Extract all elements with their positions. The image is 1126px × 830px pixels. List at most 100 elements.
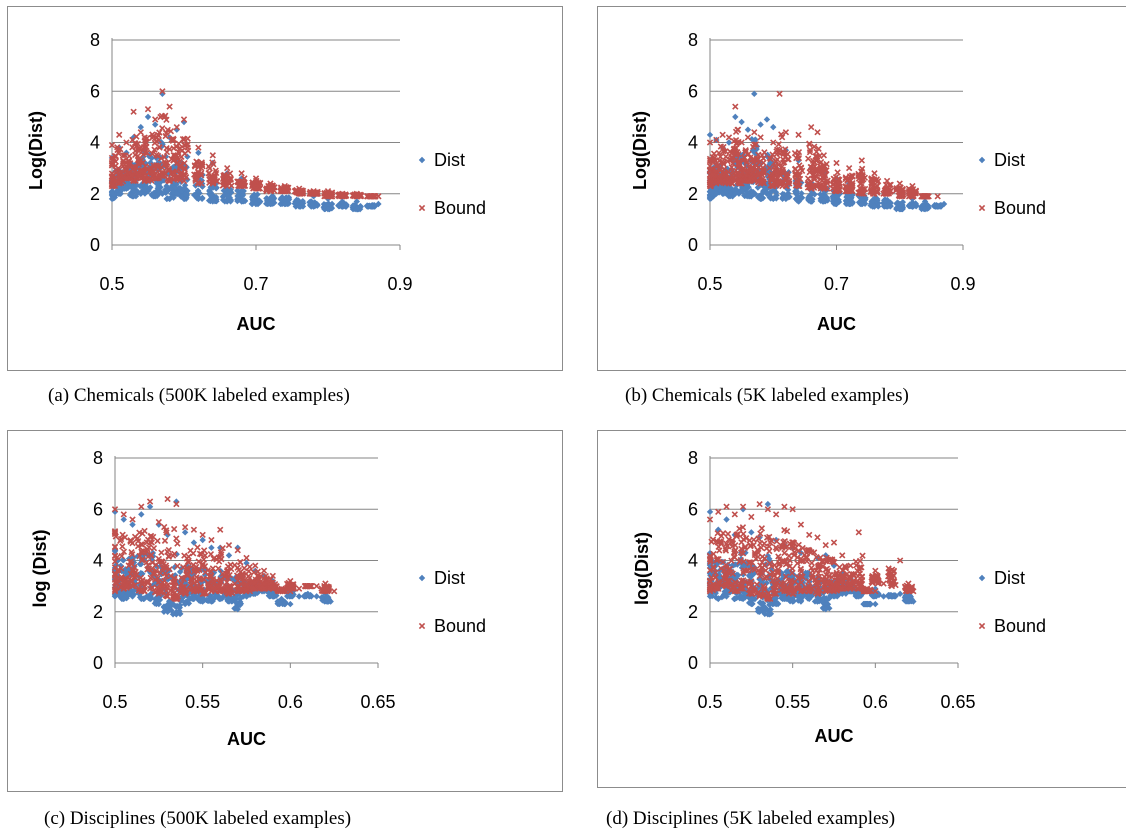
dist-point xyxy=(296,593,302,599)
bound-point xyxy=(130,517,135,522)
bound-point xyxy=(165,496,170,501)
legend-dist-marker xyxy=(419,157,425,163)
bound-point xyxy=(796,132,801,137)
bound-point xyxy=(151,546,156,551)
dist-point xyxy=(138,511,144,517)
bound-point xyxy=(209,537,214,542)
bound-point xyxy=(170,553,175,558)
bound-point xyxy=(835,170,840,175)
bound-point xyxy=(872,171,877,176)
bound-point xyxy=(376,194,381,199)
bound-point xyxy=(175,541,180,546)
legend-dist-label: Dist xyxy=(994,150,1025,170)
bound-point xyxy=(745,135,750,140)
bound-point xyxy=(120,544,125,549)
bound-point xyxy=(733,104,738,109)
bound-point xyxy=(232,563,237,568)
bound-point xyxy=(244,555,249,560)
dist-point xyxy=(738,119,744,125)
bound-point xyxy=(242,566,247,571)
bound-point xyxy=(147,499,152,504)
y-tick-label: 8 xyxy=(688,448,698,468)
bound-point xyxy=(183,525,188,530)
y-axis-title: Log(Dist) xyxy=(26,111,46,190)
x-axis-title: AUC xyxy=(237,314,276,334)
y-tick-label: 6 xyxy=(688,499,698,519)
dist-point xyxy=(764,116,770,122)
bound-point xyxy=(167,104,172,109)
bound-point xyxy=(172,526,177,531)
y-tick-label: 6 xyxy=(90,81,100,101)
y-tick-label: 0 xyxy=(688,653,698,673)
dist-point xyxy=(872,601,878,607)
bound-point xyxy=(162,538,167,543)
y-axis-title: log (Dist) xyxy=(30,530,50,608)
dist-point xyxy=(208,544,214,550)
y-tick-label: 6 xyxy=(688,81,698,101)
bound-point xyxy=(762,541,767,546)
y-tick-label: 0 xyxy=(688,235,698,255)
dist-point xyxy=(707,132,713,138)
bound-point xyxy=(138,130,143,135)
y-tick-label: 8 xyxy=(90,30,100,50)
bound-point xyxy=(297,586,302,591)
x-tick-label: 0.9 xyxy=(950,274,975,294)
bound-point xyxy=(782,550,787,555)
x-axis-title: AUC xyxy=(817,314,856,334)
bound-point xyxy=(935,194,940,199)
legend-bound-label: Bound xyxy=(994,198,1046,218)
bound-point xyxy=(332,589,337,594)
dist-point xyxy=(723,516,729,522)
bound-point xyxy=(716,544,721,549)
dist-point xyxy=(191,539,197,545)
dist-point xyxy=(770,124,776,130)
bound-point xyxy=(142,528,147,533)
dist-point xyxy=(748,529,754,535)
y-tick-label: 2 xyxy=(93,602,103,622)
legend-dist-marker xyxy=(419,575,425,581)
bound-point xyxy=(117,132,122,137)
bound-point xyxy=(218,527,223,532)
dist-point xyxy=(287,601,293,607)
bound-point xyxy=(834,160,839,165)
bound-point xyxy=(314,584,319,589)
y-tick-label: 4 xyxy=(688,133,698,153)
bound-point xyxy=(225,166,230,171)
legend-bound-label: Bound xyxy=(434,616,486,636)
x-tick-label: 0.6 xyxy=(278,692,303,712)
bound-point xyxy=(121,512,126,517)
x-tick-label: 0.5 xyxy=(99,274,124,294)
x-tick-label: 0.6 xyxy=(863,692,888,712)
bound-point xyxy=(859,158,864,163)
x-tick-label: 0.55 xyxy=(185,692,220,712)
bound-point xyxy=(726,135,731,140)
y-tick-label: 0 xyxy=(93,653,103,673)
bound-point xyxy=(159,550,164,555)
dist-point xyxy=(145,114,151,120)
bound-point xyxy=(195,545,200,550)
bound-point xyxy=(188,548,193,553)
legend-dist-label: Dist xyxy=(434,568,465,588)
legend-dist-label: Dist xyxy=(434,150,465,170)
bound-point xyxy=(139,504,144,509)
y-tick-label: 4 xyxy=(93,551,103,571)
bound-point xyxy=(153,117,158,122)
dist-point xyxy=(313,593,319,599)
y-tick-label: 8 xyxy=(688,30,698,50)
x-axis-title: AUC xyxy=(227,729,266,749)
bound-point xyxy=(239,171,244,176)
y-tick-label: 2 xyxy=(90,184,100,204)
bound-point xyxy=(226,543,231,548)
bound-point xyxy=(725,531,730,536)
x-tick-label: 0.7 xyxy=(824,274,849,294)
bound-point xyxy=(759,526,764,531)
y-tick-label: 2 xyxy=(688,184,698,204)
y-tick-label: 4 xyxy=(90,133,100,153)
legend-bound-marker xyxy=(979,205,984,210)
legend-bound-marker xyxy=(419,623,424,628)
y-tick-label: 0 xyxy=(90,235,100,255)
bound-point xyxy=(174,536,179,541)
bound-point xyxy=(809,125,814,130)
bound-point xyxy=(191,527,196,532)
